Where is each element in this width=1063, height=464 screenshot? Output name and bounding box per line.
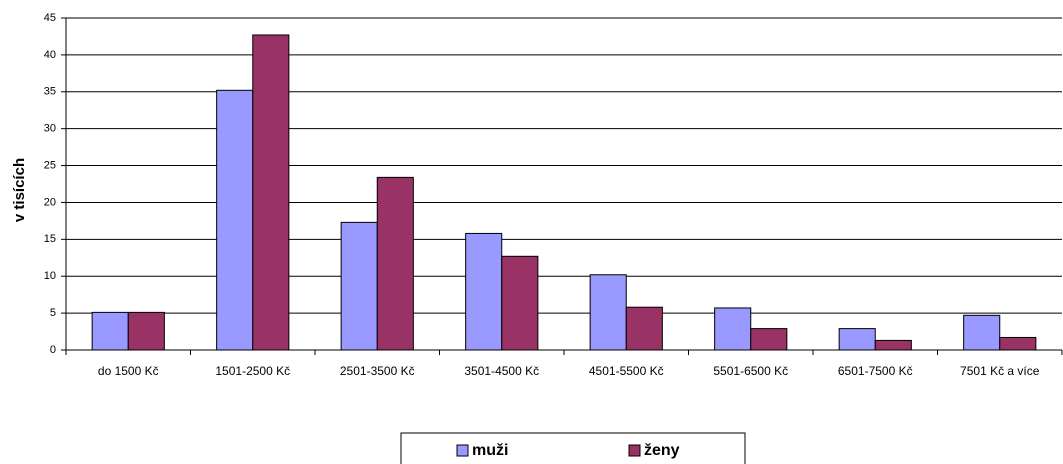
x-tick-label: do 1500 Kč: [98, 364, 159, 378]
x-tick-label: 7501 Kč a více: [960, 364, 1040, 378]
x-tick-label: 5501-6500 Kč: [713, 364, 788, 378]
bar: [589, 274, 627, 351]
legend-label: muži: [472, 442, 508, 459]
bar: [127, 311, 165, 351]
y-tick-label: 30: [44, 123, 56, 135]
y-tick-label: 45: [44, 12, 56, 24]
y-tick-label: 15: [44, 233, 56, 245]
legend-swatch: [628, 444, 641, 457]
bar: [340, 221, 378, 351]
y-tick-label: 5: [50, 307, 56, 319]
y-tick-label: 40: [44, 49, 56, 61]
bar: [838, 328, 876, 351]
bar: [714, 307, 752, 351]
bar: [750, 328, 788, 351]
x-tick-label: 3501-4500 Kč: [464, 364, 539, 378]
y-tick-label: 0: [50, 344, 56, 356]
y-tick-label: 10: [44, 270, 56, 282]
bar: [501, 255, 539, 351]
y-axis-label: v tisících: [11, 158, 28, 222]
bar: [625, 306, 663, 351]
bar: [216, 89, 254, 351]
x-tick-label: 2501-3500 Kč: [340, 364, 415, 378]
bar: [963, 314, 1001, 351]
bar: [252, 34, 290, 351]
y-tick-label: 35: [44, 86, 56, 98]
bar: [91, 311, 129, 351]
legend-label: ženy: [644, 442, 680, 459]
bar: [874, 339, 912, 351]
bar: [376, 176, 414, 351]
bar: [465, 232, 503, 351]
x-tick-label: 1501-2500 Kč: [215, 364, 290, 378]
x-tick-label: 4501-5500 Kč: [589, 364, 664, 378]
x-tick-label: 6501-7500 Kč: [838, 364, 913, 378]
legend-swatch: [456, 444, 469, 457]
y-tick-label: 25: [44, 159, 56, 171]
legend-box: [400, 432, 746, 464]
y-tick-label: 20: [44, 196, 56, 208]
bar: [999, 336, 1037, 351]
